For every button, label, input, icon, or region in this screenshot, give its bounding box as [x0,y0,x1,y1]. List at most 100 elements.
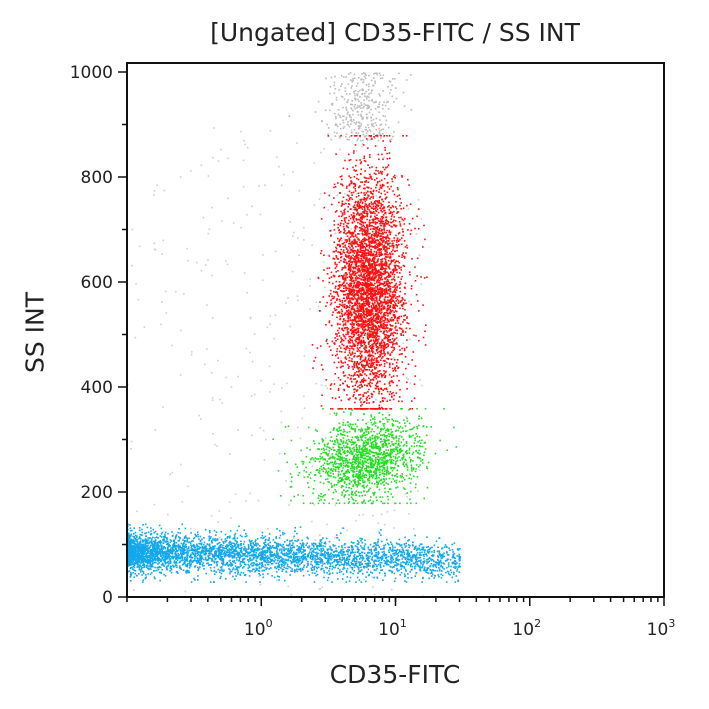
gray-population-point [347,99,349,101]
blue-population-point [186,556,189,559]
gray-population-point [349,93,351,95]
blue-population-point [255,552,258,554]
blue-population-point [131,540,134,543]
blue-population-point [300,555,302,558]
blue-population-point [261,569,264,572]
gray-population-point [371,98,373,101]
blue-population-point [390,556,392,559]
blue-population-point [337,563,339,565]
blue-population-point [236,537,239,540]
blue-population-point [419,543,422,545]
background-event-point [262,429,265,432]
blue-population-point [297,561,300,564]
blue-population-point [327,553,329,555]
blue-population-point [219,569,221,572]
blue-population-point [205,552,208,555]
blue-population-point [230,565,232,567]
blue-population-point [167,563,170,565]
blue-population-point [391,550,394,553]
blue-population-point [195,555,197,558]
blue-population-point [295,561,297,563]
green-population-point [370,496,372,498]
background-event-point [303,239,305,241]
blue-population-point [395,564,398,567]
blue-population-point [281,550,283,552]
blue-population-point [270,559,272,561]
blue-population-point [157,563,159,565]
blue-population-point [147,567,149,569]
gray-population-point [288,115,291,117]
blue-population-point [213,570,216,572]
blue-population-point [367,556,370,558]
blue-population-point [449,574,451,576]
green-population-point [396,449,399,452]
blue-population-point [210,569,212,572]
blue-population-point [186,555,188,558]
background-event-point [395,543,398,546]
blue-population-point [289,560,292,562]
blue-population-point [240,564,242,567]
background-event-point [392,357,395,359]
blue-population-point [433,577,436,579]
blue-population-point [276,575,279,578]
blue-population-point [445,571,447,574]
background-event-point [375,194,377,197]
blue-population-point [342,551,344,553]
blue-population-point [260,553,262,556]
blue-population-point [372,566,374,568]
blue-population-point [196,562,198,565]
blue-population-point [438,560,440,563]
blue-population-point [188,546,190,548]
blue-population-point [418,545,421,547]
blue-population-point [430,572,432,575]
background-event-point [206,348,208,350]
blue-population-point [360,566,362,569]
blue-population-point [331,562,333,564]
blue-population-point [333,558,336,561]
blue-population-point [179,565,181,567]
blue-population-point [346,567,349,570]
blue-population-point [333,545,335,547]
blue-population-point [324,554,327,557]
blue-population-point [294,569,296,571]
green-population-point [362,465,364,468]
background-event-point [330,484,333,486]
green-population-point [358,473,361,476]
blue-population-point [446,558,449,561]
gray-population-point [378,111,380,113]
blue-population-point [331,572,334,574]
blue-population-point [132,546,134,548]
green-population-point [331,457,333,459]
gray-population-point [398,72,400,75]
blue-population-point [186,548,188,550]
gray-population-point [371,125,374,127]
blue-population-point [284,561,286,563]
blue-population-point [311,544,314,546]
blue-population-point [352,548,354,551]
blue-population-point [432,560,435,562]
gray-population-point [367,124,369,126]
blue-population-point [137,556,139,559]
blue-population-point [340,570,343,573]
background-event-point [153,190,156,192]
blue-population-point [338,571,341,573]
background-event-point [274,314,277,316]
blue-population-point [235,567,238,570]
blue-population-point [421,543,423,545]
blue-population-point [228,553,231,555]
blue-population-point [197,553,200,556]
blue-population-point [428,551,431,553]
blue-population-point [426,567,428,569]
gray-population-point [378,72,381,75]
background-event-point [251,434,253,437]
blue-population-point [243,561,245,564]
gray-population-point [365,84,368,86]
green-population-point [393,475,396,477]
blue-population-point [438,550,440,552]
gray-population-point [395,97,398,100]
blue-population-point [152,536,154,539]
background-event-point [324,385,327,387]
blue-population-point [132,569,135,571]
blue-population-point [320,567,323,570]
blue-population-point [162,554,164,557]
